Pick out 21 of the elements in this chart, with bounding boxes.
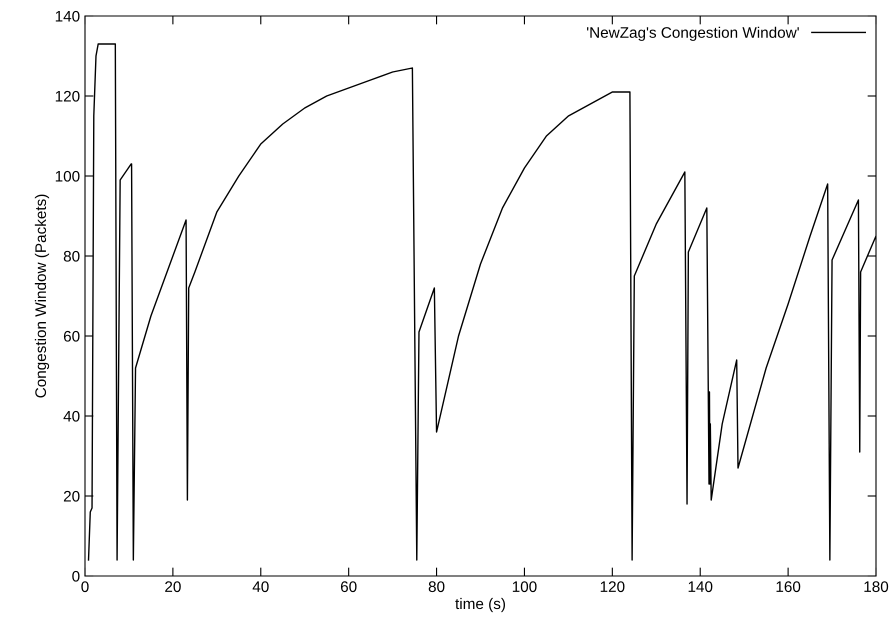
y-tick-label: 80: [64, 250, 80, 262]
legend-label: 'NewZag's Congestion Window': [587, 26, 799, 41]
x-tick-label: 20: [165, 581, 181, 592]
x-tick-label: 0: [81, 581, 89, 592]
x-tick-label: 80: [428, 581, 444, 592]
x-tick-label: 100: [512, 581, 537, 592]
y-tick-label: 140: [56, 10, 80, 22]
x-tick-label: 120: [600, 581, 624, 592]
y-tick-label: 100: [56, 170, 80, 182]
x-tick-label: 140: [688, 581, 712, 592]
x-tick-label: 60: [340, 581, 357, 592]
y-tick-label: 20: [64, 490, 80, 502]
y-tick-label: 40: [64, 410, 80, 422]
x-axis-title: time (s): [455, 598, 506, 612]
y-axis-title: Congestion Window (Packets): [34, 194, 50, 398]
y-tick-label: 0: [72, 570, 80, 582]
x-tick-label: 160: [776, 581, 800, 592]
x-tick-label: 40: [252, 581, 269, 592]
y-tick-label: 60: [64, 330, 80, 342]
x-tick-label: 180: [864, 581, 888, 592]
y-tick-label: 120: [56, 90, 80, 102]
